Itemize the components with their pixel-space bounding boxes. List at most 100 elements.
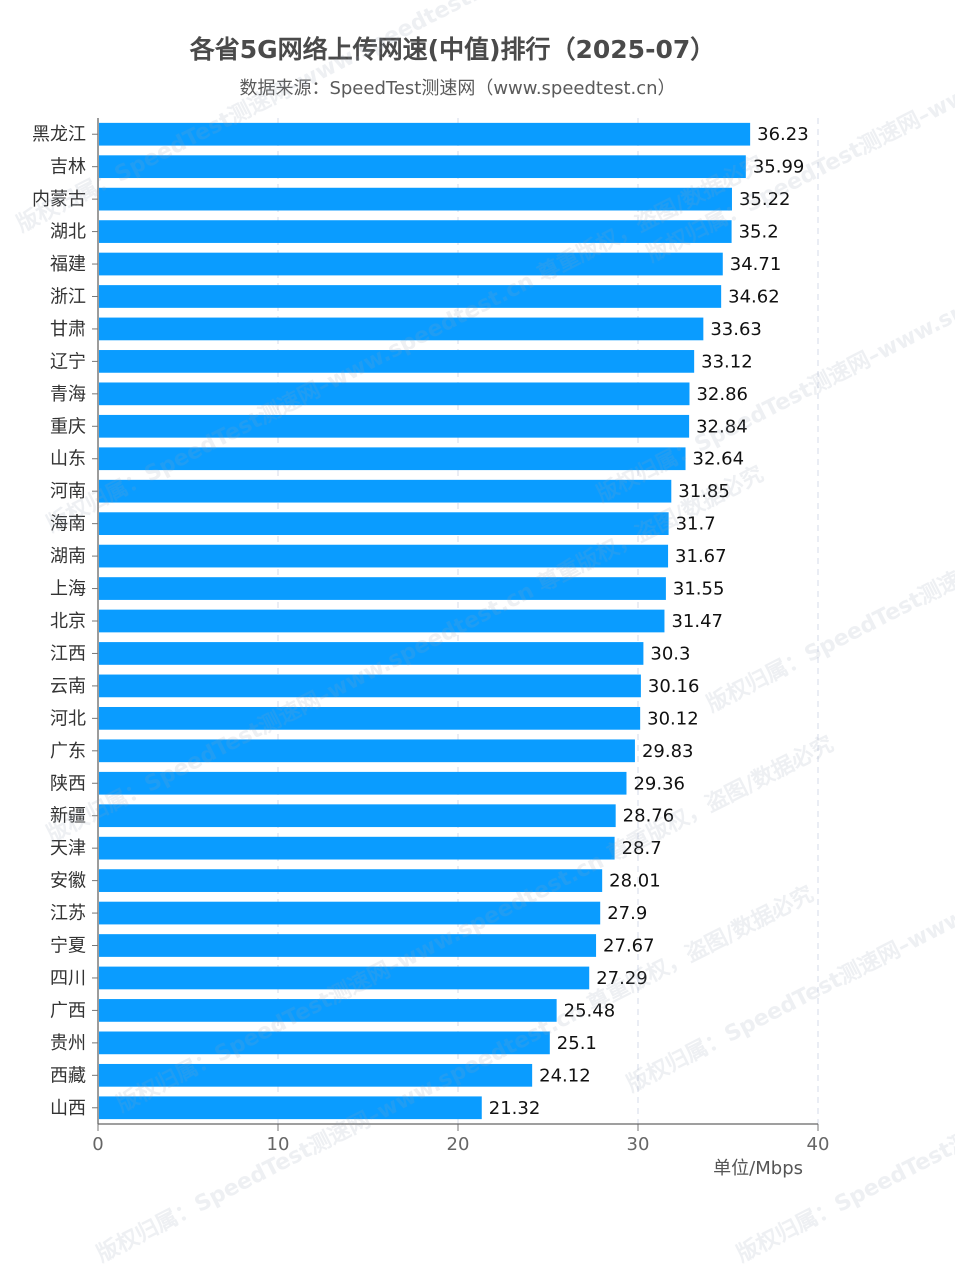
bar bbox=[99, 382, 690, 406]
value-label: 29.36 bbox=[633, 773, 685, 794]
category-label: 湖南 bbox=[50, 546, 86, 567]
bar bbox=[99, 901, 601, 925]
value-label: 33.12 bbox=[701, 351, 753, 372]
bar bbox=[99, 414, 690, 438]
bar bbox=[99, 869, 603, 892]
chart-title: 各省5G网络上传网速(中值)排行（2025-07） bbox=[189, 35, 716, 64]
bar bbox=[99, 122, 751, 146]
bar bbox=[99, 999, 557, 1022]
bar bbox=[99, 771, 627, 795]
bar bbox=[99, 285, 722, 308]
category-label: 海南 bbox=[50, 514, 86, 535]
bar bbox=[99, 642, 644, 665]
bar bbox=[99, 706, 641, 730]
category-label: 福建 bbox=[50, 254, 86, 275]
value-label: 31.7 bbox=[676, 514, 716, 535]
value-label: 27.29 bbox=[596, 968, 648, 989]
bar bbox=[99, 1096, 482, 1120]
x-tick-label: 40 bbox=[807, 1134, 830, 1155]
x-tick-label: 10 bbox=[267, 1134, 290, 1155]
bar bbox=[99, 966, 590, 990]
x-tick-label: 20 bbox=[447, 1134, 470, 1155]
value-label: 27.9 bbox=[607, 903, 647, 924]
category-label: 湖北 bbox=[50, 222, 86, 243]
bar bbox=[99, 1063, 533, 1087]
value-label: 35.22 bbox=[739, 189, 791, 210]
value-label: 24.12 bbox=[539, 1065, 591, 1086]
category-label: 河北 bbox=[50, 708, 86, 729]
bar bbox=[99, 220, 732, 243]
bar bbox=[99, 674, 641, 698]
category-label: 广西 bbox=[50, 1000, 86, 1021]
bar bbox=[99, 350, 695, 373]
category-label: 江苏 bbox=[50, 903, 86, 924]
bar bbox=[99, 1031, 550, 1055]
category-label: 青海 bbox=[50, 384, 86, 405]
value-label: 32.86 bbox=[696, 384, 748, 405]
bars bbox=[99, 122, 751, 1120]
bar bbox=[99, 512, 669, 536]
category-label: 山东 bbox=[50, 449, 86, 470]
axes bbox=[92, 118, 819, 1131]
value-label: 31.67 bbox=[675, 546, 727, 567]
bar bbox=[99, 447, 686, 471]
category-label: 广东 bbox=[50, 741, 86, 762]
category-label: 新疆 bbox=[50, 806, 86, 827]
category-label: 云南 bbox=[50, 676, 86, 697]
category-label: 安徽 bbox=[50, 871, 86, 892]
category-label: 上海 bbox=[50, 579, 86, 600]
category-label: 陕西 bbox=[50, 773, 86, 794]
category-label: 贵州 bbox=[50, 1033, 86, 1054]
category-label: 甘肃 bbox=[50, 319, 86, 340]
value-label: 33.63 bbox=[710, 319, 762, 340]
value-label: 25.1 bbox=[557, 1033, 597, 1054]
value-label: 28.7 bbox=[622, 838, 662, 859]
value-label: 30.12 bbox=[647, 708, 699, 729]
value-label: 36.23 bbox=[757, 124, 809, 145]
bar bbox=[99, 252, 723, 276]
category-label: 天津 bbox=[50, 838, 86, 859]
bar bbox=[99, 155, 746, 179]
value-label: 30.3 bbox=[650, 643, 690, 664]
category-label: 四川 bbox=[50, 968, 86, 989]
category-label: 宁夏 bbox=[50, 936, 86, 957]
bar bbox=[99, 836, 615, 860]
x-tick-label: 0 bbox=[92, 1134, 103, 1155]
category-label: 浙江 bbox=[50, 286, 86, 307]
category-label: 山西 bbox=[50, 1098, 86, 1119]
chart-subtitle: 数据来源：SpeedTest测速网（www.speedtest.cn） bbox=[239, 78, 676, 99]
value-label: 25.48 bbox=[564, 1000, 616, 1021]
category-label: 吉林 bbox=[50, 157, 86, 178]
value-label: 34.62 bbox=[728, 286, 780, 307]
value-label: 31.85 bbox=[678, 481, 730, 502]
value-label: 35.99 bbox=[753, 157, 805, 178]
bar bbox=[99, 609, 665, 633]
value-label: 30.16 bbox=[648, 676, 700, 697]
bar bbox=[99, 577, 666, 600]
category-label: 西藏 bbox=[50, 1065, 86, 1086]
value-label: 28.76 bbox=[623, 806, 675, 827]
value-label: 28.01 bbox=[609, 871, 661, 892]
value-label: 31.55 bbox=[673, 579, 725, 600]
value-label: 35.2 bbox=[739, 222, 779, 243]
category-label: 辽宁 bbox=[50, 351, 86, 372]
bar bbox=[99, 187, 732, 211]
category-label: 河南 bbox=[50, 481, 86, 502]
category-label: 北京 bbox=[50, 611, 86, 632]
value-label: 29.83 bbox=[642, 741, 694, 762]
bar bbox=[99, 317, 704, 341]
value-label: 27.67 bbox=[603, 936, 655, 957]
unit-label: 单位/Mbps bbox=[713, 1158, 803, 1179]
x-tick-label: 30 bbox=[627, 1134, 650, 1155]
category-label: 江西 bbox=[50, 643, 86, 664]
bar bbox=[99, 544, 669, 568]
bar bbox=[99, 739, 635, 763]
value-label: 32.84 bbox=[696, 416, 748, 437]
category-label: 内蒙古 bbox=[32, 189, 86, 210]
bar bbox=[99, 804, 616, 828]
value-label: 21.32 bbox=[489, 1098, 541, 1119]
category-label: 重庆 bbox=[50, 416, 86, 437]
bar bbox=[99, 934, 597, 957]
category-label: 黑龙江 bbox=[32, 124, 86, 145]
